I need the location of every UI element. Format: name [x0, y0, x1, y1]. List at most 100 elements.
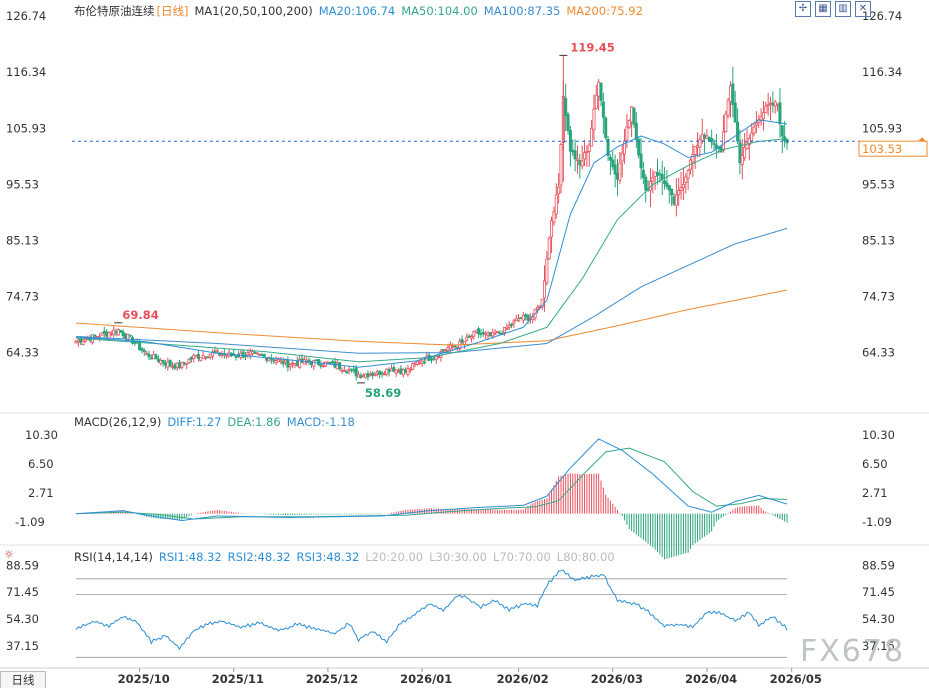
candle-body	[107, 332, 111, 339]
candle-body	[502, 327, 506, 334]
candle-body	[653, 171, 657, 177]
candle-body	[83, 338, 87, 342]
bar-icon[interactable]: ▥	[835, 1, 851, 17]
candle-body	[149, 357, 153, 360]
close-icon[interactable]: ✕	[855, 1, 871, 17]
candle-body	[639, 153, 643, 169]
rsi3-value: RSI3:48.32	[296, 550, 360, 564]
rsi-params-label[interactable]: RSI(14,14,14)	[74, 550, 153, 564]
candle-body	[392, 367, 396, 372]
ma100-value: MA100:87.35	[483, 4, 561, 18]
candle-body	[295, 361, 299, 366]
candle-body	[780, 125, 784, 137]
candle-body	[700, 134, 704, 141]
candle-body	[491, 331, 495, 337]
settings-icon[interactable]: ☼	[4, 548, 14, 561]
price-tick-left-6: 126.74	[6, 9, 46, 23]
rsi-l20: L20:20.00	[365, 550, 424, 564]
price-header: 布伦特原油连续 [日线] MA1(20,50,100,200) MA20:106.74…	[74, 3, 649, 19]
candle-body	[545, 258, 549, 284]
candle-body	[347, 369, 351, 372]
candle-body	[220, 354, 224, 357]
candle-body	[769, 102, 773, 105]
candle-body	[451, 345, 455, 348]
macd-tick-right-0: -1.09	[862, 515, 892, 529]
candle-body	[420, 360, 424, 365]
low-annotation: 58.69	[365, 386, 401, 400]
candle-body	[112, 329, 116, 336]
macd-params-label[interactable]: MACD(26,12,9)	[74, 415, 162, 429]
candle-body	[279, 359, 283, 362]
candle-body	[488, 332, 492, 337]
price-tick-right-0: 64.33	[862, 345, 895, 359]
candle-body	[171, 365, 175, 368]
crosshair-icon[interactable]: ✢	[795, 1, 811, 17]
candle-body	[658, 173, 662, 176]
candle-body	[79, 338, 83, 344]
candle-body	[660, 173, 664, 180]
candle-body	[510, 323, 514, 326]
macd-tick-left-2: 6.50	[28, 457, 54, 471]
price-tick-left-4: 105.93	[6, 121, 46, 135]
candle-body	[651, 177, 655, 182]
candle-body	[778, 102, 782, 125]
candle-body	[681, 184, 685, 188]
candle-body	[281, 360, 285, 365]
candle-body	[234, 355, 238, 358]
rsi-tick-right-2: 71.45	[862, 585, 895, 599]
ma-params-label[interactable]: MA1(20,50,100,200)	[194, 4, 313, 18]
candle-body	[218, 352, 222, 356]
candle-body	[208, 353, 212, 358]
candle-body	[517, 318, 521, 322]
candle-body	[312, 360, 316, 367]
candle-body	[102, 331, 106, 334]
candle-body	[163, 362, 167, 366]
price-tick-left-2: 85.13	[6, 233, 39, 247]
candle-body	[526, 314, 530, 321]
candle-body	[552, 211, 556, 223]
macd-tick-right-3: 10.30	[862, 428, 895, 442]
ma50-line	[75, 138, 788, 363]
candle-body	[340, 369, 344, 372]
candle-body	[399, 368, 403, 375]
candle-body	[559, 143, 563, 186]
candle-body	[738, 142, 742, 164]
ma20-line	[75, 119, 788, 368]
rsi2-value: RSI2:48.32	[227, 550, 291, 564]
candle-body	[206, 356, 210, 359]
grid-icon[interactable]: ▦	[815, 1, 831, 17]
candle-body	[615, 172, 619, 180]
candle-body	[484, 332, 488, 335]
candle-body	[260, 353, 264, 356]
time-tick-4: 2026/02	[497, 672, 549, 686]
candle-body	[754, 122, 758, 126]
candle-body	[342, 370, 346, 372]
period-tab[interactable]: 日线	[0, 671, 46, 688]
candle-body	[736, 121, 740, 142]
candle-body	[672, 196, 676, 205]
candle-body	[630, 106, 634, 123]
candle-body	[677, 190, 681, 195]
period-label[interactable]: [日线]	[156, 4, 189, 18]
candle-body	[613, 164, 617, 175]
candle-body	[328, 361, 332, 364]
candle-body	[733, 102, 737, 123]
candle-body	[453, 345, 457, 348]
candle-body	[145, 352, 149, 355]
rsi1-value: RSI1:48.32	[158, 550, 222, 564]
candle-body	[698, 139, 702, 148]
macd-tick-right-2: 6.50	[862, 457, 888, 471]
candle-body	[192, 354, 196, 359]
candle-body	[378, 370, 382, 376]
candle-body	[474, 329, 478, 333]
candle-body	[771, 103, 775, 106]
candle-body	[710, 138, 714, 143]
candle-body	[684, 176, 688, 183]
candle-body	[764, 105, 768, 114]
candle-body	[703, 134, 707, 139]
candle-body	[481, 331, 485, 334]
candle-body	[288, 364, 292, 367]
candle-body	[142, 350, 146, 353]
candle-body	[578, 160, 582, 166]
